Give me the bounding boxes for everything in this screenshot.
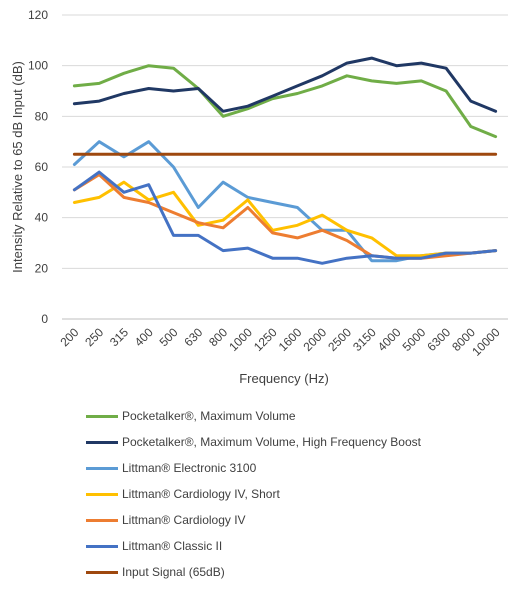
y-tick-label: 0: [41, 312, 48, 326]
legend-label: Littman® Cardiology IV: [122, 513, 246, 527]
legend-swatch: [86, 466, 118, 470]
legend-item-1: Pocketalker®, Maximum Volume: [86, 403, 506, 429]
legend-swatch: [86, 570, 118, 574]
x-axis-title: Frequency (Hz): [239, 371, 329, 386]
y-axis-ticks: 0 20 40 60 80 100 120: [28, 8, 48, 326]
y-tick-label: 60: [35, 160, 49, 174]
series-lines: [72, 56, 498, 265]
legend-swatch: [86, 414, 118, 418]
legend-item-4: Littman® Cardiology IV, Short: [86, 481, 506, 507]
x-tick-label: 2500: [325, 325, 354, 354]
legend-label: Pocketalker®, Maximum Volume, High Frequ…: [122, 435, 421, 449]
x-tick-label: 4000: [375, 325, 404, 354]
x-tick-label: 400: [132, 325, 156, 349]
y-tick-label: 40: [35, 211, 49, 225]
legend-label: Littman® Electronic 3100: [122, 461, 257, 475]
series-line-4: [72, 180, 498, 258]
legend-swatch: [86, 518, 118, 522]
x-tick-label: 1000: [226, 325, 255, 354]
x-tick-label: 6300: [424, 325, 453, 354]
x-tick-label: 250: [82, 325, 106, 349]
legend-label: Littman® Classic II: [122, 539, 223, 553]
y-tick-label: 120: [28, 8, 48, 22]
x-tick-label: 1250: [251, 325, 280, 354]
y-tick-label: 80: [35, 109, 49, 123]
y-tick-label: 20: [35, 261, 49, 275]
x-tick-label: 630: [181, 325, 205, 349]
x-axis-ticks: 200 250 315 400 500 630 8001000125016002000250…: [57, 325, 503, 359]
line-chart: 0 20 40 60 80 100 120 200 250 315 400 500 630 80 0 100…: [10, 8, 508, 386]
legend-swatch: [86, 440, 118, 444]
legend-swatch: [86, 492, 118, 496]
legend-label: Littman® Cardiology IV, Short: [122, 487, 280, 501]
series-line-6: [72, 170, 498, 265]
series-line-1: [72, 64, 498, 139]
legend-label: Pocketalker®, Maximum Volume: [122, 409, 296, 423]
x-tick-label: 2000: [301, 325, 330, 354]
legend-item-2: Pocketalker®, Maximum Volume, High Frequ…: [86, 429, 506, 455]
x-tick-label: 3150: [350, 325, 379, 354]
legend-label: Input Signal (65dB): [122, 565, 225, 579]
legend: Pocketalker®, Maximum Volume Pocketalker®…: [86, 403, 506, 585]
legend-swatch: [86, 544, 118, 548]
legend-item-5: Littman® Cardiology IV: [86, 507, 506, 533]
legend-item-7: Input Signal (65dB): [86, 559, 506, 585]
x-tick-label: 1600: [276, 325, 305, 354]
x-tick-label: 10000: [469, 325, 503, 359]
x-tick-label: 315: [107, 325, 131, 349]
x-tick-label: 5000: [400, 325, 429, 354]
x-tick-label: 500: [157, 325, 181, 349]
gridlines: [62, 14, 508, 320]
y-tick-label: 100: [28, 59, 48, 73]
legend-item-6: Littman® Classic II: [86, 533, 506, 559]
series-line-2: [72, 56, 498, 113]
y-axis-title: Intensity Relative to 65 dB Input (dB): [10, 61, 25, 273]
x-tick-label: 200: [57, 325, 81, 349]
legend-item-3: Littman® Electronic 3100: [86, 455, 506, 481]
